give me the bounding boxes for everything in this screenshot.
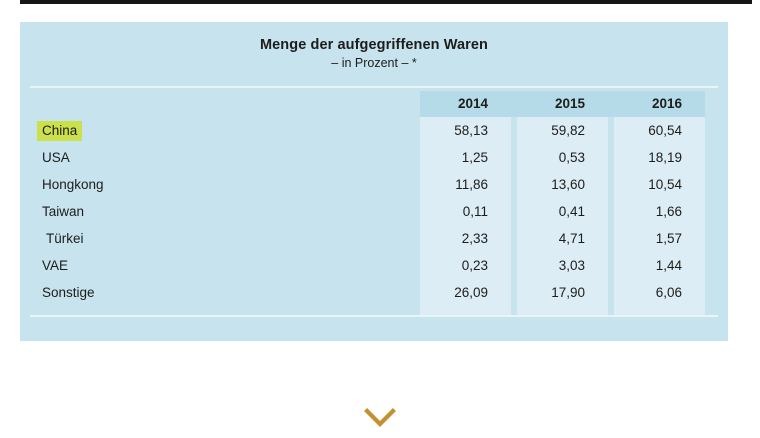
table-title: Menge der aufgegriffenen Waren bbox=[259, 37, 489, 53]
value-cell: 0,53 bbox=[517, 144, 608, 171]
row-label: USA bbox=[42, 150, 70, 165]
table-subtitle: – in Prozent – * bbox=[331, 56, 417, 70]
table-panel: Menge der aufgegriffenen Waren – in Proz… bbox=[20, 22, 728, 341]
row-label: VAE bbox=[42, 258, 69, 273]
table-row: China 58,13 59,82 60,54 bbox=[20, 117, 728, 144]
value-cell: 1,66 bbox=[614, 198, 705, 225]
value-cell: 26,09 bbox=[420, 279, 511, 306]
value-cell: 18,19 bbox=[614, 144, 705, 171]
table-header-row: 2014 2015 2016 bbox=[20, 91, 728, 117]
chevron-down-icon bbox=[364, 407, 396, 427]
header-2014: 2014 bbox=[457, 96, 488, 111]
value-cell: 0,23 bbox=[420, 252, 511, 279]
header-2015: 2015 bbox=[554, 96, 585, 111]
top-rule bbox=[20, 0, 752, 4]
value-cell: 11,86 bbox=[420, 171, 511, 198]
table-row: VAE 0,23 3,03 1,44 bbox=[20, 252, 728, 279]
row-label: Hongkong bbox=[42, 177, 104, 192]
row-label: Türkei bbox=[46, 231, 84, 246]
value-cell: 1,44 bbox=[614, 252, 705, 279]
row-label: Taiwan bbox=[42, 204, 85, 219]
value-cell: 58,13 bbox=[420, 117, 511, 144]
bottom-separator bbox=[30, 315, 718, 317]
table-row: Hongkong 11,86 13,60 10,54 bbox=[20, 171, 728, 198]
table-row: Taiwan 0,11 0,41 1,66 bbox=[20, 198, 728, 225]
header-2016: 2016 bbox=[651, 96, 682, 111]
table-row bbox=[20, 306, 728, 315]
expand-chevron-button[interactable] bbox=[357, 402, 403, 434]
value-cell bbox=[420, 306, 511, 315]
value-cell: 0,11 bbox=[420, 198, 511, 225]
value-cell: 13,60 bbox=[517, 171, 608, 198]
value-cell bbox=[614, 306, 705, 315]
value-cell: 6,06 bbox=[614, 279, 705, 306]
value-cell: 59,82 bbox=[517, 117, 608, 144]
value-cell: 17,90 bbox=[517, 279, 608, 306]
value-cell: 60,54 bbox=[614, 117, 705, 144]
table-body: China 58,13 59,82 60,54 USA 1,25 0,53 18… bbox=[20, 117, 728, 315]
year-header-band: 2014 2015 2016 bbox=[420, 91, 705, 117]
row-label: Sonstige bbox=[42, 285, 95, 300]
top-separator bbox=[30, 86, 718, 88]
value-cell: 3,03 bbox=[517, 252, 608, 279]
table-row: USA 1,25 0,53 18,19 bbox=[20, 144, 728, 171]
value-cell bbox=[517, 306, 608, 315]
value-cell: 0,41 bbox=[517, 198, 608, 225]
table-row: Türkei 2,33 4,71 1,57 bbox=[20, 225, 728, 252]
value-cell: 2,33 bbox=[420, 225, 511, 252]
table-row: Sonstige 26,09 17,90 6,06 bbox=[20, 279, 728, 306]
value-cell: 10,54 bbox=[614, 171, 705, 198]
value-cell: 1,57 bbox=[614, 225, 705, 252]
row-label: China bbox=[37, 121, 83, 141]
value-cell: 4,71 bbox=[517, 225, 608, 252]
value-cell: 1,25 bbox=[420, 144, 511, 171]
